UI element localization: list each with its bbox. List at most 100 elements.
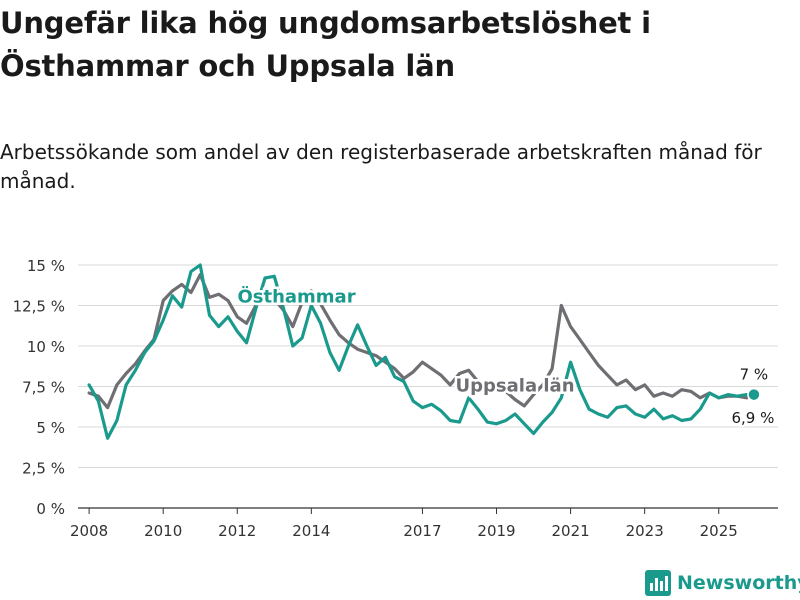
- data-point: [533, 433, 534, 434]
- data-point: [589, 409, 590, 410]
- data-point: [477, 409, 478, 410]
- series-label-osthammar: Östhammar: [237, 285, 355, 307]
- data-point: [561, 305, 562, 306]
- data-point: [274, 276, 275, 277]
- data-point: [209, 315, 210, 316]
- data-point: [607, 417, 608, 418]
- y-tick-label: 2,5 %: [22, 460, 65, 478]
- data-point: [339, 334, 340, 335]
- data-point: [653, 396, 654, 397]
- data-point: [292, 326, 293, 327]
- data-point: [89, 392, 90, 393]
- data-point: [672, 415, 673, 416]
- data-point: [376, 355, 377, 356]
- data-point: [644, 417, 645, 418]
- data-point: [98, 401, 99, 402]
- data-point: [394, 376, 395, 377]
- data-point: [413, 401, 414, 402]
- data-point: [246, 323, 247, 324]
- data-point: [672, 396, 673, 397]
- data-point: [181, 307, 182, 308]
- chart-subtitle: Arbetssökande som andel av den registerb…: [0, 140, 762, 193]
- x-tick-label: 2012: [218, 522, 256, 540]
- data-point: [589, 352, 590, 353]
- data-point: [681, 389, 682, 390]
- data-point: [283, 308, 284, 309]
- y-tick-label: 15 %: [27, 257, 65, 275]
- data-point: [366, 345, 367, 346]
- series-line-uppsala: [87, 273, 756, 410]
- data-point: [107, 438, 108, 439]
- data-point: [200, 264, 201, 265]
- data-point: [209, 297, 210, 298]
- data-point: [607, 375, 608, 376]
- data-point: [376, 365, 377, 366]
- data-point: [413, 371, 414, 372]
- data-point: [163, 320, 164, 321]
- data-point: [644, 384, 645, 385]
- data-point: [394, 368, 395, 369]
- data-point: [89, 384, 90, 385]
- series-line-osthammar: [87, 263, 756, 440]
- data-point: [579, 339, 580, 340]
- series-layer: [87, 263, 756, 440]
- data-point: [709, 392, 710, 393]
- x-tick-label: 2010: [144, 522, 182, 540]
- data-point: [663, 418, 664, 419]
- data-point: [598, 413, 599, 414]
- data-point: [292, 345, 293, 346]
- end-label-osthammar: 7 %: [740, 366, 769, 384]
- data-point: [653, 409, 654, 410]
- data-point: [468, 397, 469, 398]
- grid-layer: [78, 264, 778, 509]
- data-point: [237, 331, 238, 332]
- data-point: [616, 384, 617, 385]
- bar-chart-logo-icon: [645, 570, 671, 596]
- x-tick-label: 2014: [292, 522, 330, 540]
- data-point: [422, 407, 423, 408]
- data-point: [172, 295, 173, 296]
- data-point: [552, 368, 553, 369]
- data-point: [598, 365, 599, 366]
- data-point: [524, 405, 525, 406]
- data-point: [700, 409, 701, 410]
- data-point: [700, 397, 701, 398]
- data-point: [468, 370, 469, 371]
- data-point: [348, 345, 349, 346]
- x-tick-label: 2025: [700, 522, 738, 540]
- data-point: [635, 389, 636, 390]
- data-point: [403, 381, 404, 382]
- data-point: [487, 422, 488, 423]
- data-point: [635, 413, 636, 414]
- data-point: [459, 422, 460, 423]
- data-point: [579, 389, 580, 390]
- data-point: [431, 404, 432, 405]
- data-point: [218, 326, 219, 327]
- data-point: [524, 423, 525, 424]
- data-point: [116, 384, 117, 385]
- data-point: [144, 352, 145, 353]
- x-tick-label: 2021: [551, 522, 589, 540]
- data-point: [746, 397, 747, 398]
- data-point: [496, 423, 497, 424]
- brand-logo[interactable]: Newsworthy: [645, 570, 800, 596]
- brand-name: Newsworthy: [677, 572, 800, 594]
- data-point: [339, 370, 340, 371]
- data-point: [227, 316, 228, 317]
- y-tick-label: 10 %: [27, 338, 65, 356]
- data-point: [737, 396, 738, 397]
- data-point: [163, 300, 164, 301]
- data-point: [190, 292, 191, 293]
- data-point: [616, 407, 617, 408]
- data-point: [570, 326, 571, 327]
- data-point: [459, 373, 460, 374]
- data-point: [264, 277, 265, 278]
- data-point: [505, 420, 506, 421]
- data-point: [320, 323, 321, 324]
- data-point: [440, 375, 441, 376]
- data-point: [246, 342, 247, 343]
- data-point: [227, 300, 228, 301]
- data-point: [431, 368, 432, 369]
- data-point: [116, 420, 117, 421]
